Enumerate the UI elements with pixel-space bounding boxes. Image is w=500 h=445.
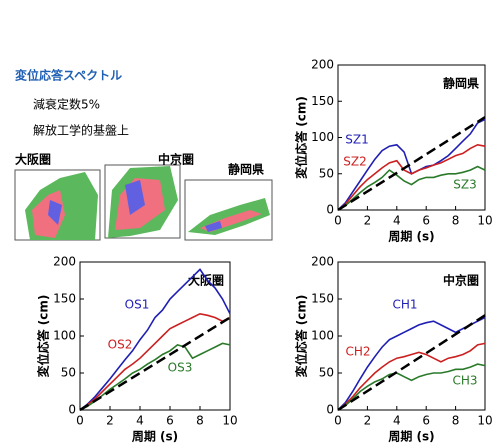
chart-title: 大阪圏 <box>188 273 224 288</box>
y-tick-label: 50 <box>61 366 76 380</box>
map-label: 静岡県 <box>228 162 264 177</box>
maps <box>14 164 273 241</box>
y-tick-label: 50 <box>319 166 334 180</box>
series-label: SZ1 <box>345 133 368 147</box>
y-axis-label: 変位応答 (cm) <box>36 295 51 378</box>
y-tick-label: 100 <box>53 329 76 343</box>
x-tick-label: 2 <box>106 414 114 428</box>
y-tick-label: 50 <box>319 366 334 380</box>
series-line <box>79 342 231 411</box>
map-label: 中京圏 <box>158 152 194 167</box>
x-tick-label: 6 <box>422 214 430 228</box>
x-tick-label: 2 <box>364 414 372 428</box>
series-label: OS1 <box>125 298 150 312</box>
y-tick-label: 200 <box>53 255 76 269</box>
x-tick-label: 4 <box>393 214 401 228</box>
map-area <box>205 221 222 232</box>
x-tick-label: 6 <box>166 414 174 428</box>
x-tick-label: 8 <box>452 214 460 228</box>
y-tick-label: 100 <box>311 329 334 343</box>
chart-title: 中京圏 <box>443 273 479 288</box>
x-tick-label: 10 <box>477 414 492 428</box>
series-label: OS3 <box>168 361 193 375</box>
subtitle: 減衰定数5% <box>33 97 100 112</box>
y-tick-label: 0 <box>326 203 334 217</box>
x-tick-label: 0 <box>334 414 342 428</box>
series-label: SZ3 <box>453 178 476 192</box>
y-tick-label: 100 <box>311 130 334 144</box>
x-axis-label: 周期 (s) <box>132 429 178 444</box>
x-tick-label: 4 <box>393 414 401 428</box>
series-label: OS2 <box>108 338 133 352</box>
x-tick-label: 8 <box>196 414 204 428</box>
x-tick-label: 8 <box>452 414 460 428</box>
series-line <box>337 363 486 411</box>
y-tick-label: 0 <box>68 403 76 417</box>
y-tick-label: 150 <box>311 292 334 306</box>
y-axis-label: 変位応答 (cm) <box>294 96 309 179</box>
series-line <box>79 268 231 411</box>
series-label: CH3 <box>452 374 477 388</box>
y-tick-label: 200 <box>311 255 334 269</box>
x-axis-label: 周期 (s) <box>388 229 434 244</box>
x-tick-label: 10 <box>477 214 492 228</box>
slide-title: 変位応答スペクトル <box>15 68 122 83</box>
x-axis-label: 周期 (s) <box>388 429 434 444</box>
series-line <box>79 312 231 411</box>
x-tick-label: 0 <box>334 214 342 228</box>
y-tick-label: 150 <box>311 94 334 108</box>
subtitle: 解放工学的基盤上 <box>33 123 129 138</box>
x-tick-label: 10 <box>222 414 237 428</box>
x-tick-label: 4 <box>136 414 144 428</box>
series-label: CH2 <box>345 345 370 359</box>
map-area <box>125 180 145 215</box>
series-line <box>337 116 486 212</box>
series-line <box>337 316 486 411</box>
y-tick-label: 150 <box>53 292 76 306</box>
series-line <box>337 314 486 412</box>
y-tick-label: 200 <box>311 58 334 72</box>
map-area <box>48 200 62 225</box>
series-line <box>337 143 486 211</box>
y-tick-label: 0 <box>326 403 334 417</box>
series-line <box>337 342 486 411</box>
y-axis-label: 変位応答 (cm) <box>294 295 309 378</box>
map-label: 大阪圏 <box>15 152 51 167</box>
x-tick-label: 2 <box>364 214 372 228</box>
series-label: CH1 <box>392 298 417 312</box>
series-line <box>337 165 486 211</box>
x-tick-label: 6 <box>422 414 430 428</box>
x-tick-label: 0 <box>76 414 84 428</box>
series-label: SZ2 <box>343 155 366 169</box>
chart-title: 静岡県 <box>443 76 479 91</box>
